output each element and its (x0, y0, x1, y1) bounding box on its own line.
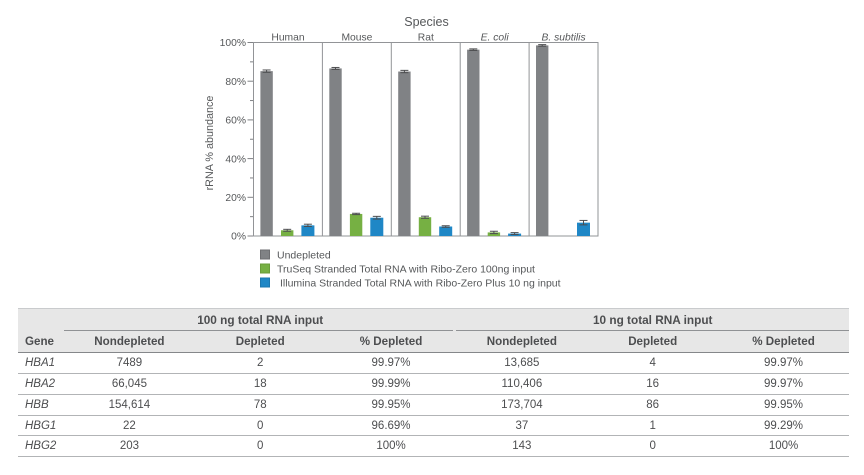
svg-text:Illumina Stranded Total RNA wi: Illumina Stranded Total RNA with Ribo-Ze… (280, 278, 561, 290)
svg-text:Undepleted: Undepleted (277, 250, 331, 262)
svg-text:E. coli: E. coli (481, 32, 510, 43)
svg-text:Species: Species (404, 15, 448, 29)
svg-text:rRNA % abundance: rRNA % abundance (204, 96, 216, 191)
svg-text:Mouse: Mouse (341, 32, 372, 43)
svg-text:Rat: Rat (418, 32, 434, 43)
svg-text:80%: 80% (225, 77, 246, 88)
svg-text:100%: 100% (220, 38, 246, 49)
svg-text:60%: 60% (225, 116, 246, 127)
svg-text:TruSeq Stranded Total RNA with: TruSeq Stranded Total RNA with Ribo-Zero… (277, 264, 535, 276)
svg-text:20%: 20% (225, 193, 246, 204)
svg-text:40%: 40% (225, 154, 246, 165)
svg-text:0%: 0% (231, 232, 246, 243)
svg-text:Human: Human (271, 32, 304, 43)
svg-text:B. subtilis: B. subtilis (542, 32, 586, 43)
